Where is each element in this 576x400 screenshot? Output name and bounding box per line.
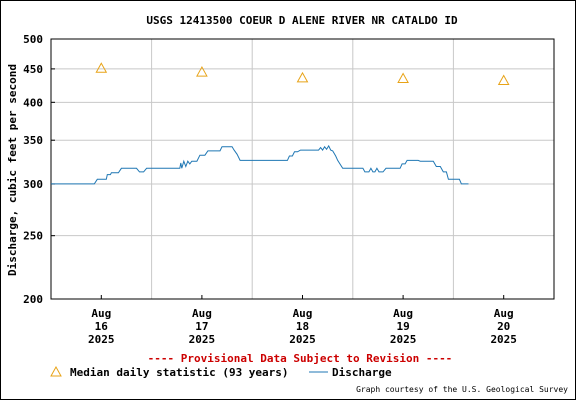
x-tick-label: 19 (396, 320, 409, 333)
provisional-note: ---- Provisional Data Subject to Revisio… (148, 352, 453, 365)
median-marker (497, 74, 510, 85)
y-axis: 200 250 300 350 400 450 500 (23, 33, 55, 306)
x-tick-label: Aug (494, 307, 514, 320)
x-tick-label: Aug (293, 307, 313, 320)
credit-text: Graph courtesy of the U.S. Geological Su… (356, 385, 568, 394)
x-tick-label: 2025 (490, 333, 517, 346)
median-marker (296, 71, 309, 83)
y-tick-label: 500 (23, 33, 43, 46)
y-tick-label: 400 (23, 96, 43, 109)
y-tick-label: 250 (23, 230, 43, 243)
x-tick-label: 20 (497, 320, 510, 333)
x-tick-label: 16 (95, 320, 109, 333)
x-tick-label: Aug (91, 307, 111, 320)
y-tick-label: 300 (23, 178, 43, 191)
plot-area (50, 38, 555, 300)
x-tick-label: 2025 (88, 333, 115, 346)
legend-discharge-label: Discharge (332, 366, 392, 379)
series-group (51, 62, 510, 185)
y-tick-label: 450 (23, 63, 43, 76)
x-axis: Aug162025Aug172025Aug182025Aug192025Aug2… (88, 295, 517, 346)
x-tick-label: 2025 (390, 333, 417, 346)
discharge-line (51, 144, 469, 185)
x-tick-label: Aug (393, 307, 413, 320)
grid-lines (51, 39, 554, 299)
y-axis-label: Discharge, cubic feet per second (6, 64, 19, 276)
chart-title: USGS 12413500 COEUR D ALENE RIVER NR CAT… (146, 14, 458, 27)
median-marker (95, 62, 108, 73)
legend: Median daily statistic (93 years) Discha… (50, 365, 392, 379)
x-tick-label: 17 (195, 320, 208, 333)
median-marker (397, 72, 409, 84)
y-tick-label: 200 (23, 293, 43, 306)
legend-median-marker (50, 365, 62, 377)
x-tick-label: 2025 (189, 333, 216, 346)
x-tick-label: 18 (296, 320, 309, 333)
x-tick-label: 2025 (289, 333, 316, 346)
y-tick-label: 350 (23, 134, 43, 147)
median-marker (196, 66, 208, 77)
x-tick-label: Aug (192, 307, 212, 320)
legend-median-label: Median daily statistic (93 years) (70, 366, 289, 379)
